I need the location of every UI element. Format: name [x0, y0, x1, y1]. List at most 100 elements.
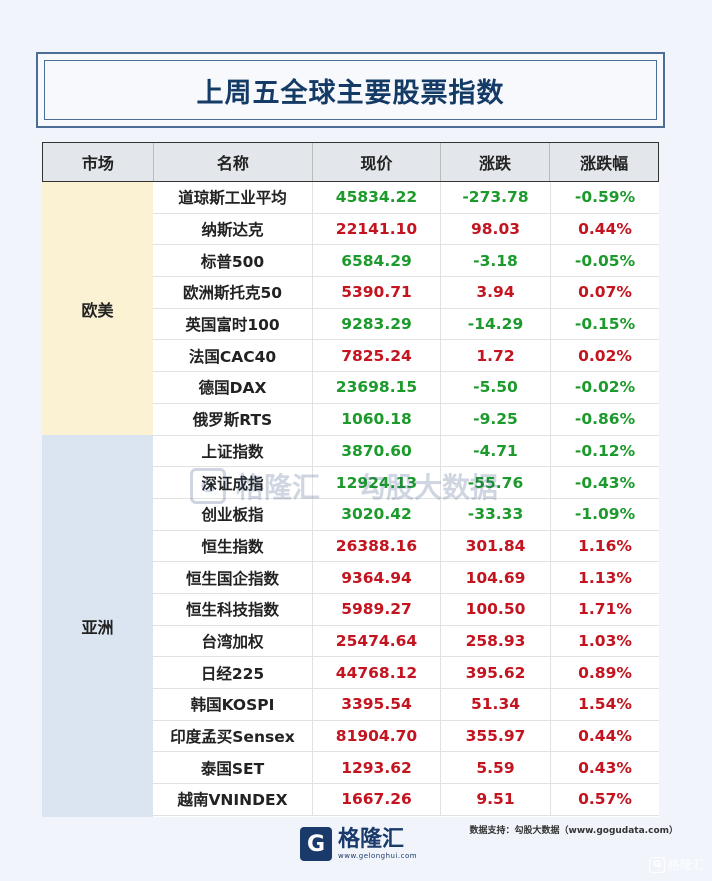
index-price: 3395.54 [313, 689, 441, 720]
table-body: 道琼斯工业平均 45834.22 -273.78 -0.59% 纳斯达克 22141.10… [153, 182, 659, 816]
index-price: 1293.62 [313, 752, 441, 784]
table-row: 台湾加权 25474.64 258.93 1.03% [153, 625, 659, 658]
table-row: 韩国KOSPI 3395.54 51.34 1.54% [153, 689, 659, 721]
index-price: 44768.12 [313, 657, 441, 688]
index-pct: 0.89% [578, 663, 632, 682]
table-row: 日经225 44768.12 395.62 0.89% [153, 657, 659, 689]
header-pct: 涨跌幅 [580, 154, 629, 173]
index-pct: 0.43% [578, 758, 632, 777]
table-row: 恒生国企指数 9364.94 104.69 1.13% [153, 562, 659, 594]
index-change: 395.62 [441, 657, 551, 688]
index-change: -5.50 [441, 372, 551, 403]
table-row: 深证成指 12924.13 -55.76 -0.43% [153, 467, 659, 499]
index-price: 45834.22 [313, 182, 441, 213]
table-row: 恒生科技指数 5989.27 100.50 1.71% [153, 593, 659, 626]
index-price: 5390.71 [313, 277, 441, 308]
title-banner: 上周五全球主要股票指数 [36, 52, 665, 128]
index-change: -9.25 [441, 403, 551, 435]
table-row: 俄罗斯RTS 1060.18 -9.25 -0.86% [153, 403, 659, 436]
index-name: 印度孟买Sensex [153, 720, 313, 752]
index-pct: 1.54% [578, 695, 632, 714]
index-pct: 0.02% [578, 346, 632, 365]
market-asia: 亚洲 [42, 435, 153, 817]
corner-logo-icon: G [648, 856, 665, 873]
index-price: 81904.70 [313, 720, 441, 752]
index-pct: 1.03% [578, 631, 632, 650]
index-price: 6584.29 [313, 245, 441, 277]
table-header: 市场 名称 现价 涨跌 涨跌幅 [42, 142, 659, 182]
index-name: 恒生国企指数 [153, 562, 313, 593]
index-name: 恒生指数 [153, 530, 313, 562]
index-name: 道琼斯工业平均 [153, 182, 313, 213]
table-row: 创业板指 3020.42 -33.33 -1.09% [153, 498, 659, 531]
logo-text: 格隆汇 [338, 827, 405, 852]
index-price: 26388.16 [313, 530, 441, 562]
logo-url: www.gelonghui.com [338, 852, 418, 860]
index-change: 258.93 [441, 625, 551, 657]
index-name: 标普500 [153, 245, 313, 277]
corner-watermark-text: 格隆汇 [667, 858, 704, 872]
title-inner-frame: 上周五全球主要股票指数 [44, 60, 657, 120]
table-row: 道琼斯工业平均 45834.22 -273.78 -0.59% [153, 182, 659, 214]
table-row: 法国CAC40 7825.24 1.72 0.02% [153, 340, 659, 373]
footer-logo: G 格隆汇 www.gelonghui.com [300, 822, 417, 866]
index-change: -55.76 [441, 467, 551, 498]
market-europe-us: 欧美 [42, 182, 153, 435]
index-name: 德国DAX [153, 372, 313, 403]
index-pct: -1.09% [574, 505, 636, 524]
table-row: 越南VNINDEX 1667.26 9.51 0.57% [153, 784, 659, 816]
index-price: 23698.15 [313, 372, 441, 403]
index-price: 5989.27 [313, 593, 441, 625]
index-pct: -0.12% [574, 441, 636, 460]
index-pct: -0.59% [574, 188, 636, 207]
index-name: 日经225 [153, 657, 313, 688]
index-change: -3.18 [441, 245, 551, 277]
index-price: 1060.18 [313, 403, 441, 435]
header-change: 涨跌 [441, 143, 551, 181]
index-name: 欧洲斯托克50 [153, 277, 313, 308]
index-change: -4.71 [441, 435, 551, 467]
index-pct: 0.44% [578, 220, 632, 239]
index-price: 12924.13 [313, 467, 441, 498]
header-price: 现价 [313, 143, 441, 181]
index-change: 51.34 [441, 689, 551, 720]
header-market: 市场 [43, 143, 154, 181]
index-name: 创业板指 [153, 498, 313, 530]
index-name: 泰国SET [153, 752, 313, 784]
index-pct: -0.43% [574, 473, 636, 492]
header-name: 名称 [154, 143, 314, 181]
table-row: 英国富时100 9283.29 -14.29 -0.15% [153, 308, 659, 341]
index-price: 9364.94 [313, 562, 441, 593]
index-name: 台湾加权 [153, 625, 313, 657]
data-source-note: 数据支持：勾股大数据（www.gogudata.com） [469, 826, 678, 836]
table-row: 纳斯达克 22141.10 98.03 0.44% [153, 213, 659, 246]
index-name: 英国富时100 [153, 308, 313, 340]
index-pct: -0.05% [574, 251, 636, 270]
index-change: 100.50 [441, 593, 551, 625]
index-pct: -0.15% [574, 315, 636, 334]
index-price: 25474.64 [313, 625, 441, 657]
index-price: 7825.24 [313, 340, 441, 372]
index-pct: 1.71% [578, 600, 632, 619]
index-table: 市场 名称 现价 涨跌 涨跌幅 欧美 亚洲 道琼斯工业平均 45834.22 -27… [42, 142, 659, 817]
logo-g-icon: G [300, 827, 332, 861]
table-row: 德国DAX 23698.15 -5.50 -0.02% [153, 372, 659, 404]
index-pct: 0.07% [578, 283, 632, 302]
index-pct: 0.57% [578, 790, 632, 809]
index-name: 俄罗斯RTS [153, 403, 313, 435]
index-price: 1667.26 [313, 784, 441, 815]
table-row: 欧洲斯托克50 5390.71 3.94 0.07% [153, 277, 659, 309]
index-change: -273.78 [441, 182, 551, 213]
index-name: 越南VNINDEX [153, 784, 313, 815]
index-name: 深证成指 [153, 467, 313, 498]
index-change: -33.33 [441, 498, 551, 530]
index-name: 上证指数 [153, 435, 313, 467]
table-row: 印度孟买Sensex 81904.70 355.97 0.44% [153, 720, 659, 753]
index-name: 韩国KOSPI [153, 689, 313, 720]
index-pct: -0.86% [574, 410, 636, 429]
index-change: -14.29 [441, 308, 551, 340]
index-change: 3.94 [441, 277, 551, 308]
index-change: 5.59 [441, 752, 551, 784]
corner-watermark: G 格隆汇 [648, 856, 704, 873]
index-price: 3020.42 [313, 498, 441, 530]
